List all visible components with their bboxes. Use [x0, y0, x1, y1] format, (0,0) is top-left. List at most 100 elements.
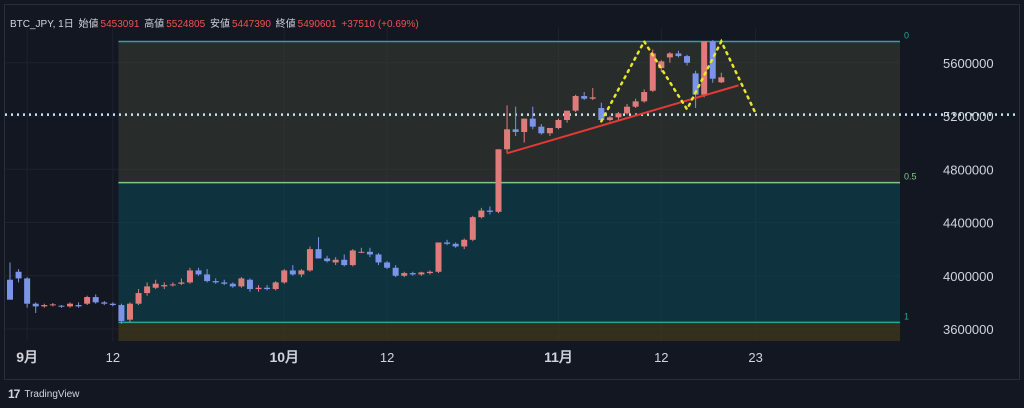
tradingview-footer[interactable]: 17 TradingView — [8, 384, 79, 404]
candle[interactable] — [444, 242, 451, 244]
candle[interactable] — [401, 273, 408, 276]
candle[interactable] — [7, 279, 13, 300]
candle[interactable] — [186, 270, 193, 283]
candle[interactable] — [366, 251, 373, 255]
candle[interactable] — [178, 282, 185, 284]
candle[interactable] — [281, 270, 288, 283]
candle[interactable] — [658, 61, 665, 69]
close-label: 終値 — [275, 19, 296, 30]
y-axis-tick-label: 4800000 — [943, 162, 994, 177]
candle[interactable] — [101, 302, 108, 304]
candle[interactable] — [589, 97, 596, 99]
candle[interactable] — [435, 242, 442, 272]
candle[interactable] — [332, 259, 339, 263]
candle[interactable] — [641, 92, 648, 102]
candle[interactable] — [675, 53, 682, 57]
candle[interactable] — [49, 304, 56, 306]
candle[interactable] — [632, 101, 639, 107]
candle[interactable] — [692, 73, 699, 95]
candle[interactable] — [718, 77, 725, 83]
candle[interactable] — [529, 118, 536, 127]
candle[interactable] — [375, 254, 382, 263]
fib-zone-lower — [118, 182, 900, 323]
candle[interactable] — [349, 250, 356, 266]
candle[interactable] — [32, 303, 39, 307]
candle[interactable] — [204, 274, 211, 282]
candle[interactable] — [615, 113, 622, 118]
change-value: +37510 (+0.69%) — [341, 19, 419, 30]
candle[interactable] — [606, 117, 613, 120]
candle[interactable] — [324, 258, 331, 262]
candle[interactable] — [495, 149, 502, 212]
trend-line[interactable] — [506, 84, 739, 155]
high-value: 5524805 — [166, 19, 206, 30]
candle[interactable] — [41, 305, 48, 307]
double-top-pattern-line[interactable] — [600, 38, 757, 123]
candle[interactable] — [109, 303, 116, 306]
candle[interactable] — [58, 305, 65, 307]
candle[interactable] — [229, 283, 236, 287]
candle[interactable] — [15, 271, 22, 279]
candle[interactable] — [161, 285, 168, 287]
candle[interactable] — [358, 251, 365, 253]
candle[interactable] — [135, 293, 142, 304]
candle[interactable] — [144, 286, 151, 294]
candle[interactable] — [538, 126, 545, 134]
candle[interactable] — [118, 305, 125, 322]
candle[interactable] — [666, 53, 673, 58]
x-axis-tick-label: 11月 — [544, 349, 573, 365]
candle[interactable] — [92, 297, 99, 303]
candle[interactable] — [624, 106, 631, 114]
candle[interactable] — [452, 243, 459, 247]
candle[interactable] — [255, 287, 262, 290]
candle[interactable] — [24, 278, 31, 304]
candle[interactable] — [392, 267, 399, 276]
x-axis-tick-label: 12 — [380, 350, 394, 365]
x-axis-tick-label: 10月 — [269, 349, 299, 365]
candle[interactable] — [564, 110, 571, 120]
close-value: 5490601 — [297, 19, 337, 30]
candle[interactable] — [152, 283, 159, 288]
tradingview-brand: TradingView — [24, 388, 80, 400]
candle[interactable] — [306, 249, 313, 271]
candle[interactable] — [315, 249, 322, 259]
candle[interactable] — [289, 270, 296, 275]
candle[interactable] — [126, 303, 133, 320]
candle[interactable] — [246, 279, 253, 290]
candle[interactable] — [478, 210, 485, 218]
candle[interactable] — [418, 272, 425, 275]
candle[interactable] — [572, 96, 579, 111]
candle[interactable] — [298, 270, 305, 275]
candle[interactable] — [75, 305, 82, 307]
candle[interactable] — [272, 282, 279, 290]
candle[interactable] — [598, 108, 605, 120]
candle[interactable] — [341, 259, 348, 266]
candle[interactable] — [66, 303, 73, 307]
candle[interactable] — [238, 278, 245, 287]
candle[interactable] — [546, 127, 553, 134]
candle[interactable] — [521, 118, 528, 132]
candle[interactable] — [512, 129, 519, 132]
candle[interactable] — [504, 129, 511, 150]
candle[interactable] — [469, 217, 476, 240]
candle[interactable] — [195, 270, 202, 275]
candle[interactable] — [169, 284, 176, 286]
tradingview-logo-icon: 17 — [8, 387, 20, 401]
candle[interactable] — [426, 271, 433, 274]
candle[interactable] — [221, 282, 228, 284]
candle[interactable] — [555, 119, 562, 128]
candle[interactable] — [264, 287, 271, 290]
candle[interactable] — [701, 41, 708, 95]
fib-level-label: 0 — [904, 30, 909, 40]
candle[interactable] — [384, 262, 391, 268]
candle[interactable] — [461, 239, 468, 247]
y-axis-tick-label: 4000000 — [943, 269, 994, 284]
candle[interactable] — [684, 56, 691, 63]
candle[interactable] — [212, 281, 219, 283]
candle[interactable] — [486, 210, 493, 212]
candle[interactable] — [649, 53, 656, 91]
candle[interactable] — [409, 273, 416, 275]
candle[interactable] — [581, 96, 588, 99]
candle[interactable] — [84, 297, 91, 304]
